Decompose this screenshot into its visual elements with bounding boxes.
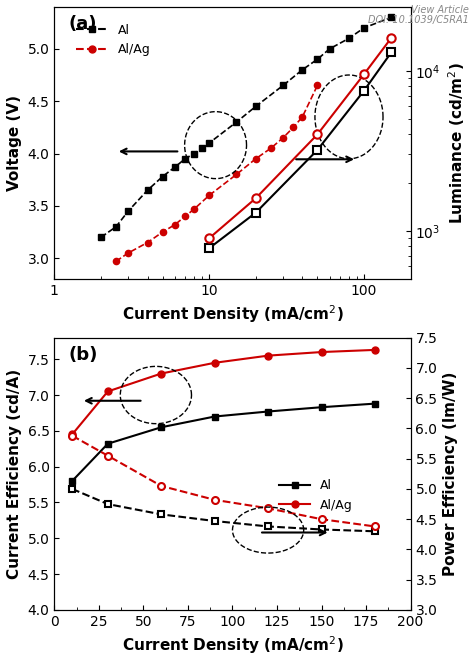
Y-axis label: Voltage (V): Voltage (V) (7, 95, 22, 191)
Text: (a): (a) (69, 15, 97, 33)
Y-axis label: Luminance (cd/m$^2$): Luminance (cd/m$^2$) (447, 62, 467, 224)
Legend: Al, Al/Ag: Al, Al/Ag (274, 475, 358, 516)
Y-axis label: Current Efficiency (cd/A): Current Efficiency (cd/A) (7, 369, 22, 579)
X-axis label: Current Density (mA/cm$^2$): Current Density (mA/cm$^2$) (122, 304, 343, 326)
Legend: Al, Al/Ag: Al, Al/Ag (71, 19, 155, 61)
X-axis label: Current Density (mA/cm$^2$): Current Density (mA/cm$^2$) (122, 634, 343, 656)
Text: (b): (b) (69, 346, 98, 364)
Text: DOI: 10.1039/C5RA1: DOI: 10.1039/C5RA1 (368, 15, 469, 25)
Y-axis label: Power Efficiency (lm/W): Power Efficiency (lm/W) (443, 372, 458, 576)
Text: View Article: View Article (411, 5, 469, 15)
